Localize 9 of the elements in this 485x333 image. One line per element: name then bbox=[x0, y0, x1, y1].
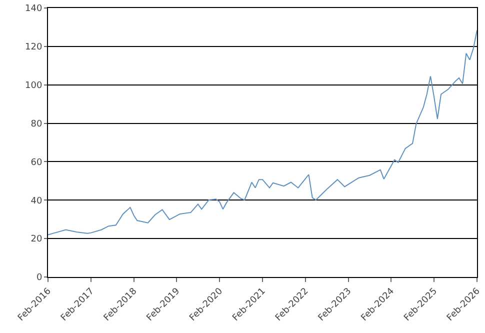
y-tick-label: 60 bbox=[30, 158, 42, 168]
y-tick-label: 100 bbox=[25, 81, 42, 92]
y-tick-label: 120 bbox=[25, 42, 42, 53]
y-tick-label: 0 bbox=[36, 273, 42, 284]
y-tick-label: 140 bbox=[25, 4, 42, 14]
y-tick-label: 80 bbox=[30, 119, 42, 130]
y-tick-label: 40 bbox=[30, 196, 42, 206]
y-tick-label: 20 bbox=[30, 234, 42, 245]
line-series bbox=[48, 30, 477, 236]
